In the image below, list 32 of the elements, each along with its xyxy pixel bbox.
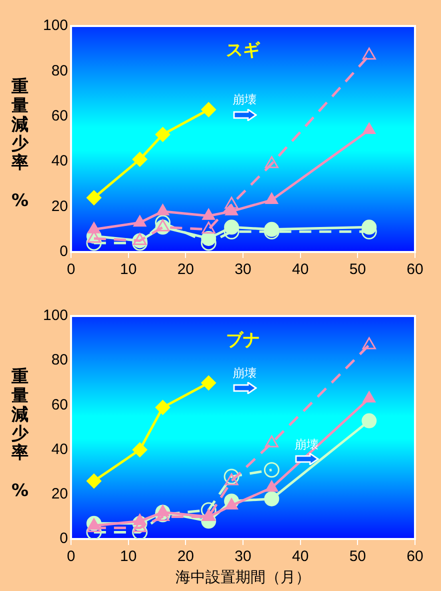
x-tick-label: 10: [120, 261, 137, 278]
x-tick-label: 60: [406, 548, 424, 566]
y-tick-label: 60: [51, 396, 68, 414]
y-axis-title: 重量減少率 %: [10, 367, 30, 501]
y-axis-title: 重量減少率 %: [10, 77, 30, 211]
y-tick-label: 60: [51, 108, 68, 125]
annotation: 崩壊: [232, 92, 257, 107]
text: ブナ: [226, 330, 260, 350]
text: スギ: [226, 40, 262, 60]
y-tick-label: 40: [51, 152, 68, 170]
x-tick-label: 60: [406, 261, 424, 278]
x-tick-label: 10: [120, 548, 137, 566]
x-tick-label: 20: [177, 261, 194, 278]
y-tick-label: 100: [42, 307, 68, 324]
y-tick-label: 80: [51, 62, 68, 80]
x-axis-title: 海中設置期間（月）: [176, 568, 311, 586]
x-tick-label: 30: [234, 548, 252, 566]
y-tick-label: 40: [51, 440, 68, 458]
x-tick-label: 50: [349, 548, 366, 566]
x-tick-label: 40: [292, 261, 309, 278]
y-tick-label: 0: [60, 530, 68, 548]
x-tick-label: 30: [234, 261, 252, 278]
y-tick-label: 20: [51, 198, 68, 215]
y-tick-label: 100: [42, 17, 68, 34]
y-tick-label: 80: [51, 352, 68, 369]
y-tick-label: 20: [51, 486, 68, 503]
annotation: 崩壊: [232, 366, 257, 380]
y-tick-label: 0: [60, 243, 68, 260]
x-tick-label: 40: [292, 548, 309, 566]
x-tick-label: 50: [349, 261, 366, 278]
x-tick-label: 20: [177, 548, 194, 566]
annotation: 崩壊: [294, 437, 319, 452]
